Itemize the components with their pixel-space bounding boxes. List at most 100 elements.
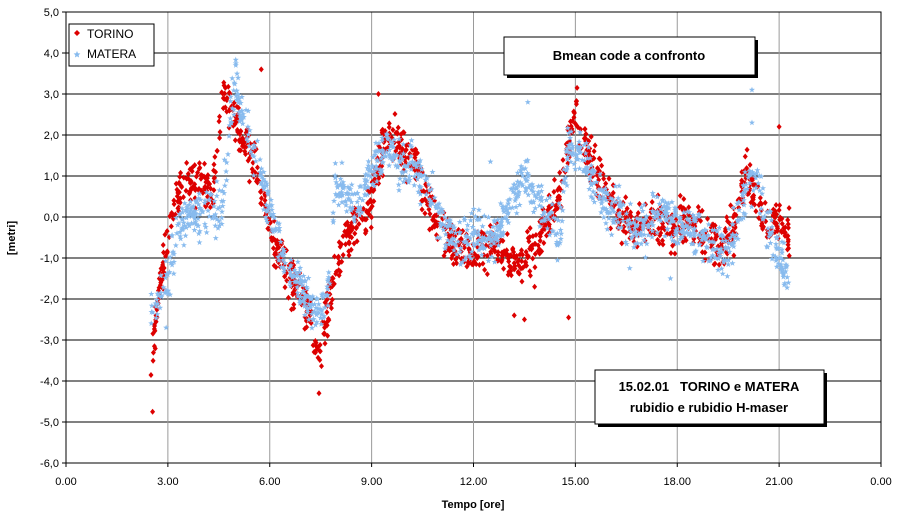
point-matera	[220, 197, 227, 204]
point-matera	[478, 243, 485, 250]
point-matera	[512, 195, 519, 201]
point-matera	[673, 228, 680, 235]
point-matera	[301, 303, 308, 309]
point-matera	[213, 178, 220, 185]
point-matera	[336, 190, 343, 197]
point-torino	[516, 257, 522, 264]
point-matera	[679, 234, 686, 241]
point-torino	[148, 372, 154, 379]
point-matera	[475, 206, 482, 213]
point-matera	[491, 258, 498, 265]
point-torino	[243, 151, 249, 158]
point-matera	[397, 153, 404, 159]
point-matera	[377, 169, 384, 176]
point-matera	[319, 307, 325, 313]
point-torino	[395, 124, 401, 131]
point-matera	[649, 233, 656, 240]
point-torino	[399, 145, 405, 152]
point-matera	[340, 182, 347, 188]
x-tick-label: 12.00	[460, 476, 488, 488]
point-matera	[408, 166, 415, 173]
point-matera	[230, 87, 237, 94]
point-matera	[586, 176, 593, 182]
point-torino	[174, 186, 180, 193]
point-matera	[611, 219, 618, 225]
point-matera	[188, 220, 195, 226]
point-matera	[493, 227, 500, 234]
y-tick-label: 3,0	[44, 89, 59, 101]
point-matera	[214, 205, 221, 212]
point-matera	[722, 257, 729, 264]
point-matera	[706, 238, 713, 244]
point-torino	[728, 202, 734, 209]
point-torino	[476, 261, 482, 268]
point-matera	[642, 215, 649, 222]
point-matera	[549, 227, 556, 234]
point-torino	[431, 222, 437, 229]
point-torino	[681, 195, 687, 202]
point-matera	[675, 240, 682, 246]
point-torino	[169, 210, 175, 217]
point-matera	[444, 237, 451, 243]
point-torino	[464, 263, 470, 270]
x-tick-label: 18.00	[663, 476, 691, 488]
point-matera	[740, 182, 747, 189]
point-matera	[731, 234, 738, 241]
point-matera	[531, 192, 538, 198]
point-matera	[662, 199, 669, 206]
point-matera	[263, 182, 270, 189]
point-matera	[426, 187, 433, 193]
point-matera	[508, 185, 515, 192]
point-torino	[302, 325, 308, 332]
point-matera	[648, 219, 655, 225]
point-torino	[623, 229, 629, 236]
point-matera	[263, 216, 270, 223]
point-matera	[672, 212, 679, 219]
point-matera	[741, 201, 748, 208]
point-matera	[603, 190, 610, 197]
point-matera	[475, 231, 482, 238]
point-matera	[631, 224, 638, 231]
point-matera	[500, 206, 507, 212]
point-matera	[310, 308, 317, 315]
point-matera	[249, 152, 256, 158]
point-matera	[663, 217, 670, 224]
point-torino	[600, 170, 606, 177]
point-matera	[429, 168, 436, 175]
point-torino	[560, 157, 566, 164]
point-matera	[264, 191, 271, 197]
point-torino	[331, 253, 337, 260]
point-matera	[337, 181, 344, 188]
point-matera	[473, 216, 480, 223]
point-matera	[543, 196, 550, 203]
point-matera	[582, 150, 589, 157]
point-matera	[549, 201, 556, 207]
point-matera	[550, 214, 557, 221]
point-torino	[501, 265, 507, 272]
point-matera	[297, 293, 304, 300]
point-matera	[297, 276, 304, 283]
point-matera	[602, 185, 609, 192]
point-matera	[719, 237, 726, 244]
point-matera	[554, 257, 561, 263]
point-matera	[691, 233, 698, 239]
legend-torino-label: TORINO	[87, 27, 133, 41]
point-matera	[394, 162, 401, 169]
point-matera	[497, 200, 504, 207]
point-matera	[530, 198, 537, 205]
point-matera	[388, 155, 395, 162]
point-matera	[442, 231, 449, 238]
point-matera	[162, 274, 169, 281]
point-matera	[638, 204, 645, 211]
point-matera	[157, 304, 164, 311]
point-matera	[745, 174, 752, 181]
point-torino	[366, 211, 372, 218]
point-matera	[764, 209, 771, 215]
point-torino	[348, 223, 354, 230]
point-matera	[157, 272, 164, 279]
point-matera	[581, 141, 588, 148]
point-torino	[759, 201, 765, 208]
point-matera	[246, 143, 253, 149]
point-matera	[770, 252, 777, 258]
point-matera	[649, 207, 656, 214]
